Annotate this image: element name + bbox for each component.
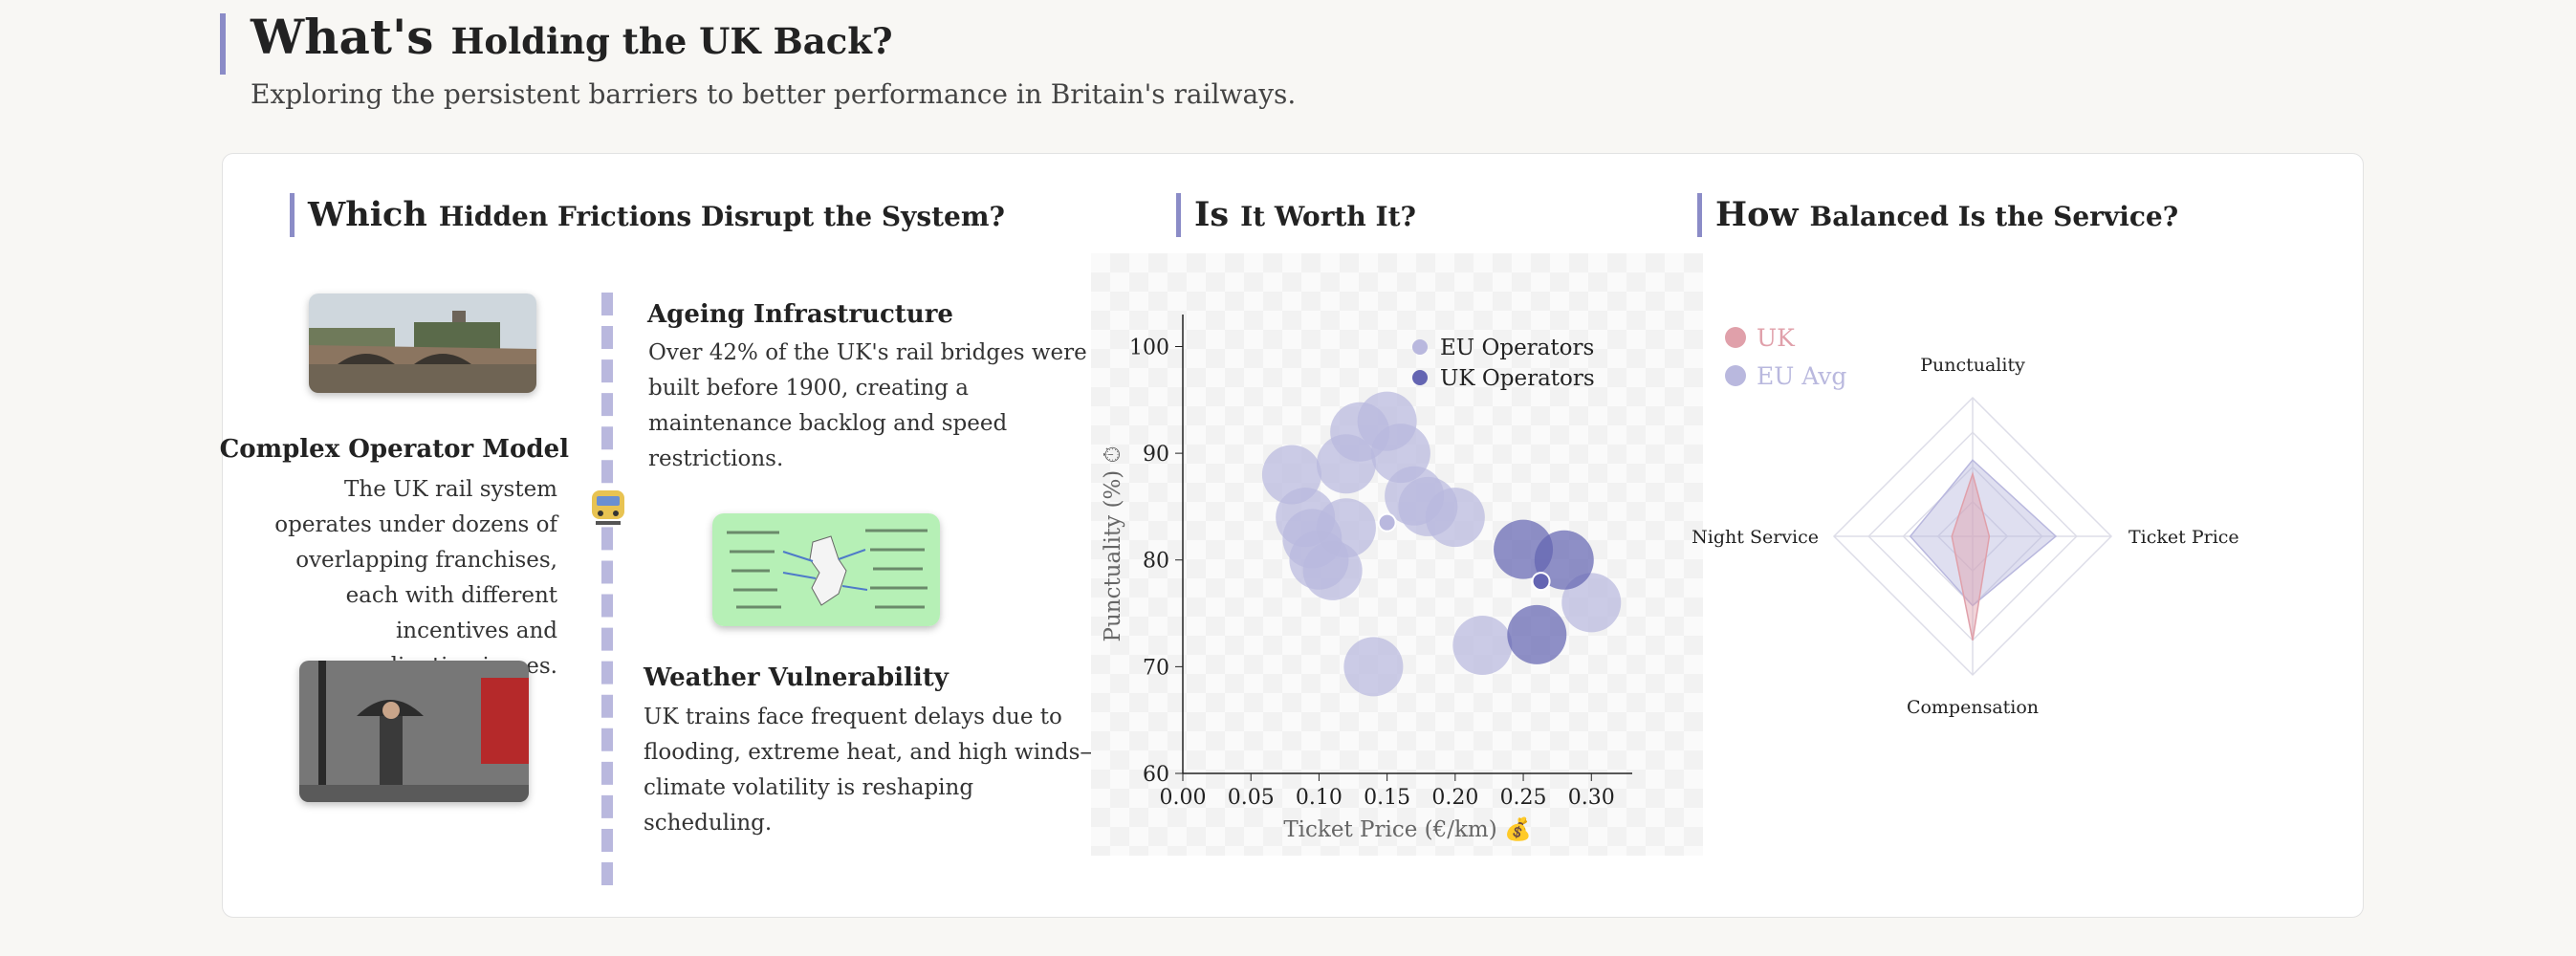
balance-title-big: How xyxy=(1715,195,1799,234)
radar-legend-marker xyxy=(1725,365,1746,386)
page-title-small: Holding the UK Back? xyxy=(450,20,893,62)
train-icon xyxy=(588,489,628,527)
radar-legend-label: UK xyxy=(1757,324,1796,352)
radar-axis-label: Punctuality xyxy=(1920,355,2025,376)
ageing-infrastructure-text: Over 42% of the UK's rail bridges were b… xyxy=(648,340,1087,471)
x-tick-label: 0.20 xyxy=(1431,786,1478,810)
weather-vulnerability-text: UK trains face frequent delays due to fl… xyxy=(644,705,1102,836)
y-tick-label: 70 xyxy=(1143,656,1169,680)
x-tick-label: 0.15 xyxy=(1364,786,1410,810)
x-tick-label: 0.30 xyxy=(1568,786,1615,810)
radar-axis-label: Night Service xyxy=(1692,527,1819,548)
y-tick-label: 60 xyxy=(1143,763,1169,787)
legend-label: UK Operators xyxy=(1440,366,1595,391)
data-point xyxy=(1507,604,1567,664)
ageing-infrastructure-title: Ageing Infrastructure xyxy=(647,300,953,329)
frictions-section-title: Which Hidden Frictions Disrupt the System… xyxy=(290,193,1005,237)
operator-model-text: The UK rail system operates under dozens… xyxy=(274,477,557,679)
radar-series-area xyxy=(1909,459,2058,607)
radar-axis-label: Compensation xyxy=(1907,697,2039,718)
y-axis-label: Punctuality (%) ⏱ xyxy=(1101,445,1125,641)
x-tick-label: 0.00 xyxy=(1160,786,1207,810)
rain-photo xyxy=(299,661,529,802)
frictions-title-big: Which xyxy=(308,195,427,234)
x-tick-label: 0.25 xyxy=(1500,786,1547,810)
data-point xyxy=(1377,512,1397,532)
page-title: What's Holding the UK Back? xyxy=(251,13,893,61)
data-point xyxy=(1316,498,1376,558)
data-point xyxy=(1561,573,1622,633)
main-card: Which Hidden Frictions Disrupt the System… xyxy=(219,153,2364,919)
timeline-line xyxy=(601,293,613,885)
legend-marker xyxy=(1412,370,1428,385)
scatter-chart-background: 0.00 0.05 0.10 0.15 0.20 0.25 0.30 60 70 80 90 100 T… xyxy=(1091,253,1703,856)
balance-section-title: How Balanced Is the Service? xyxy=(1697,193,2178,237)
y-tick-label: 80 xyxy=(1143,550,1169,574)
worth-title-small: It Worth It? xyxy=(1240,201,1416,232)
scatter-chart: 0.00 0.05 0.10 0.15 0.20 0.25 0.30 60 70 80 90 100 T… xyxy=(1101,315,1632,842)
weather-vulnerability-title: Weather Vulnerability xyxy=(644,663,949,692)
radar-axis-label: Ticket Price xyxy=(2128,527,2239,548)
page-header: What's Holding the UK Back? xyxy=(220,13,893,75)
legend-label: EU Operators xyxy=(1440,336,1594,360)
radar-legend-label: EU Avg xyxy=(1757,362,1846,390)
data-point xyxy=(1534,530,1594,590)
worth-section-title: Is It Worth It? xyxy=(1176,193,1416,237)
radar-legend-marker xyxy=(1725,327,1746,348)
page-title-big: What's xyxy=(251,9,434,65)
uk-rail-map-image xyxy=(712,513,940,626)
operator-model-title: Complex Operator Model xyxy=(219,435,569,464)
data-point xyxy=(1425,488,1485,548)
y-tick-label: 100 xyxy=(1129,336,1169,359)
worth-title-big: Is xyxy=(1194,195,1230,234)
data-point xyxy=(1343,637,1404,697)
x-axis-label: Ticket Price (€/km) 💰 xyxy=(1283,816,1531,842)
data-point xyxy=(1531,572,1551,592)
y-tick-label: 90 xyxy=(1143,443,1169,467)
bridge-photo xyxy=(309,293,536,393)
radar-series-area xyxy=(1951,471,1991,641)
data-point xyxy=(1452,616,1513,676)
radar-chart: Punctuality Ticket Price Compensation Night… xyxy=(1692,324,2239,718)
x-tick-label: 0.05 xyxy=(1228,786,1275,810)
radar-chart-container: Punctuality Ticket Price Compensation Night… xyxy=(1676,278,2346,919)
legend-marker xyxy=(1412,339,1428,355)
frictions-title-small: Hidden Frictions Disrupt the System? xyxy=(438,201,1005,232)
balance-title-small: Balanced Is the Service? xyxy=(1809,201,2179,232)
x-tick-label: 0.10 xyxy=(1296,786,1343,810)
page-subtitle: Exploring the persistent barriers to bet… xyxy=(251,78,1297,110)
